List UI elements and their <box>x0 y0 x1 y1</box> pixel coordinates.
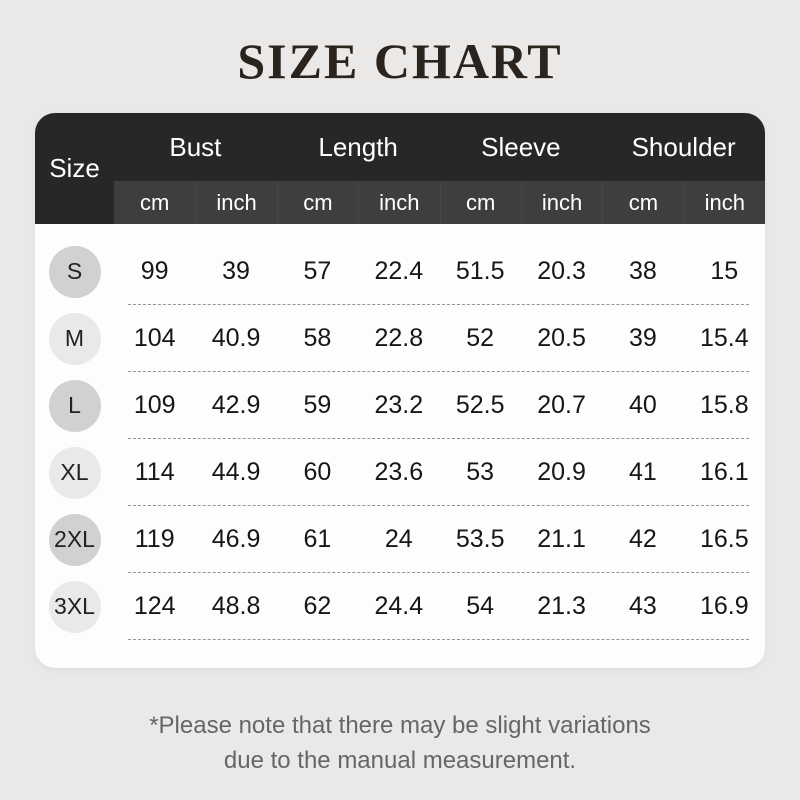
cell-value: 53 <box>466 458 495 486</box>
header-unit: inch <box>195 181 277 224</box>
table-row: XL 114 44.9 60 23.6 53 20.9 41 16.1 <box>35 439 765 506</box>
header-unit: cm <box>114 181 196 224</box>
row-values: 109 42.9 59 23.2 52.5 20.7 40 15.8 <box>114 372 765 439</box>
cell-value: 99 <box>140 257 169 285</box>
cell-value: 52.5 <box>455 391 505 419</box>
cell-value: 23.6 <box>374 458 424 486</box>
cell-value: 48.8 <box>211 592 261 620</box>
cell-value: 39 <box>629 324 657 352</box>
size-badge: M <box>48 312 101 365</box>
row-values: 119 46.9 61 24 53.5 21.1 42 16.5 <box>114 506 765 573</box>
cell-value: 62 <box>303 592 332 620</box>
footnote: *Please note that there may be slight va… <box>0 708 800 778</box>
cell-value: 119 <box>134 525 175 553</box>
cell-value: 15.8 <box>699 391 749 419</box>
size-badge-col: 2XL <box>35 506 114 573</box>
footnote-line2: due to the manual measurement. <box>223 747 577 774</box>
cell-value: 20.3 <box>537 257 586 285</box>
footnote-line1: *Please note that there may be slight va… <box>149 712 651 739</box>
cell-value: 41 <box>629 458 657 486</box>
size-badge: XL <box>48 446 101 499</box>
size-badge-col: M <box>35 305 114 372</box>
header-group-sleeve: Sleeve <box>481 131 561 162</box>
row-values: 114 44.9 60 23.6 53 20.9 41 16.1 <box>114 439 765 506</box>
cell-value: 23.2 <box>374 391 424 419</box>
cell-value: 22.4 <box>374 257 424 285</box>
size-badge-col: 3XL <box>35 573 114 640</box>
size-badge: L <box>48 379 101 432</box>
cell-value: 57 <box>303 257 332 285</box>
cell-value: 40 <box>629 391 657 419</box>
row-values: 104 40.9 58 22.8 52 20.5 39 15.4 <box>114 305 765 372</box>
cell-value: 44.9 <box>211 458 261 486</box>
cell-value: 24.4 <box>374 592 424 620</box>
cell-value: 21.3 <box>537 592 586 620</box>
cell-value: 15 <box>710 257 739 285</box>
table-row: S 99 39 57 22.4 51.5 20.3 38 15 <box>35 238 765 305</box>
table-row: M 104 40.9 58 22.8 52 20.5 39 15.4 <box>35 305 765 372</box>
table-body: S 99 39 57 22.4 51.5 20.3 38 15 M <box>35 224 765 668</box>
cell-value: 114 <box>134 458 175 486</box>
cell-value: 38 <box>629 257 657 285</box>
header-unit: cm <box>602 181 684 224</box>
cell-value: 39 <box>222 257 250 285</box>
cell-value: 59 <box>303 391 332 419</box>
cell-value: 51.5 <box>455 257 505 285</box>
table-row: L 109 42.9 59 23.2 52.5 20.7 40 15.8 <box>35 372 765 439</box>
header-unit: cm <box>276 181 359 224</box>
header-unit: inch <box>520 181 603 224</box>
size-badge: 3XL <box>48 580 101 633</box>
header-unit: cm <box>439 181 521 224</box>
cell-value: 20.5 <box>537 324 586 352</box>
header-group-bust: Bust <box>169 131 222 162</box>
cell-value: 16.9 <box>699 592 749 620</box>
cell-value: 58 <box>303 324 332 352</box>
table-row: 2XL 119 46.9 61 24 53.5 21.1 42 16.5 <box>35 506 765 573</box>
cell-value: 53.5 <box>455 525 505 553</box>
cell-value: 52 <box>466 324 495 352</box>
cell-value: 54 <box>466 592 495 620</box>
cell-value: 21.1 <box>537 525 586 553</box>
cell-value: 40.9 <box>211 324 261 352</box>
cell-value: 16.5 <box>699 525 749 553</box>
size-chart-table: Size Bust Length Sleeve Shoulder cm inch… <box>35 113 765 668</box>
header-group-shoulder: Shoulder <box>631 131 736 162</box>
cell-value: 24 <box>384 525 413 553</box>
table-row: 3XL 124 48.8 62 24.4 54 21.3 43 16.9 <box>35 573 765 640</box>
cell-value: 104 <box>133 324 176 352</box>
cell-value: 109 <box>133 391 176 419</box>
cell-value: 20.7 <box>537 391 586 419</box>
size-badge: 2XL <box>48 513 101 566</box>
size-badge-col: S <box>35 238 114 305</box>
cell-value: 61 <box>303 525 332 553</box>
size-badge: S <box>48 245 101 298</box>
cell-value: 20.9 <box>537 458 586 486</box>
header-unit: inch <box>358 181 440 224</box>
row-values: 124 48.8 62 24.4 54 21.3 43 16.9 <box>114 573 765 640</box>
cell-value: 22.8 <box>374 324 424 352</box>
header-unit: inch <box>683 181 765 224</box>
cell-value: 43 <box>629 592 657 620</box>
table-header: Size Bust Length Sleeve Shoulder cm inch… <box>35 113 765 224</box>
header-group-length: Length <box>318 131 398 162</box>
page-title: SIZE CHART <box>237 33 563 89</box>
cell-value: 124 <box>133 592 176 620</box>
cell-value: 16.1 <box>699 458 749 486</box>
size-badge-col: L <box>35 372 114 439</box>
cell-value: 15.4 <box>699 324 749 352</box>
cell-value: 46.9 <box>211 525 261 553</box>
cell-value: 60 <box>303 458 332 486</box>
cell-value: 42.9 <box>211 391 261 419</box>
size-badge-col: XL <box>35 439 114 506</box>
row-values: 99 39 57 22.4 51.5 20.3 38 15 <box>114 238 765 305</box>
header-size: Size <box>49 153 100 183</box>
cell-value: 42 <box>629 525 657 553</box>
